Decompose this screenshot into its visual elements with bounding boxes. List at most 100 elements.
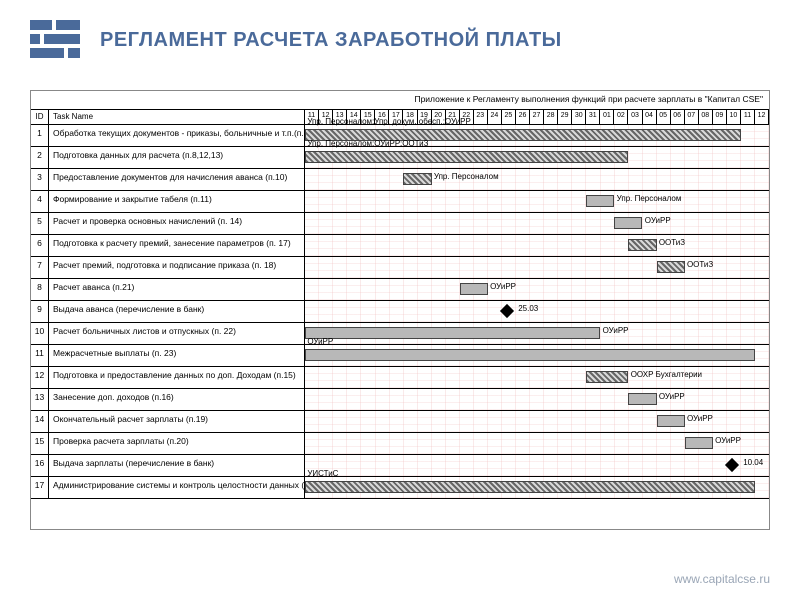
task-name: Подготовка данных для расчета (п.8,12,13…: [49, 147, 305, 168]
gantt-bar: [305, 481, 755, 493]
task-id: 1: [31, 125, 49, 146]
gantt-bar: [586, 371, 628, 383]
task-row: 10Расчет больничных листов и отпускных (…: [31, 323, 769, 345]
task-name: Подготовка к расчету премий, занесение п…: [49, 235, 305, 256]
gantt-bar: [305, 327, 600, 339]
gantt-bar: [305, 151, 628, 163]
day-header-cell: 30: [572, 110, 586, 124]
day-header-cell: 01: [600, 110, 614, 124]
gantt-bar: [460, 283, 488, 295]
task-row: 3Предоставление документов для начислени…: [31, 169, 769, 191]
task-id: 7: [31, 257, 49, 278]
task-id: 3: [31, 169, 49, 190]
gantt-chart: Приложение к Регламенту выполнения функц…: [30, 90, 770, 530]
gantt-bar: [403, 173, 431, 185]
task-timeline: ООТиЗ: [305, 257, 769, 278]
task-timeline: УИСТиС: [305, 477, 769, 498]
task-id: 14: [31, 411, 49, 432]
logo-icon: [30, 20, 80, 60]
day-header-cell: 11: [741, 110, 755, 124]
task-name: Выдача зарплаты (перечисление в банк): [49, 455, 305, 476]
bar-label: ОУиРР: [659, 392, 685, 401]
milestone-label: 25.03: [518, 304, 538, 313]
task-timeline: ОУиРР: [305, 345, 769, 366]
task-row: 14Окончательный расчет зарплаты (п.19)ОУ…: [31, 411, 769, 433]
task-id: 10: [31, 323, 49, 344]
gantt-bar: [628, 239, 656, 251]
task-id: 12: [31, 367, 49, 388]
task-name: Расчет и проверка основных начислений (п…: [49, 213, 305, 234]
task-row: 6Подготовка к расчету премий, занесение …: [31, 235, 769, 257]
bar-label: ОУиРР: [603, 326, 629, 335]
gantt-bar: [657, 261, 685, 273]
task-timeline: ОУиРР: [305, 389, 769, 410]
bar-label: Упр. Персоналом;ОУиРР;ООТиЗ: [307, 139, 428, 148]
day-header-cell: 03: [628, 110, 642, 124]
day-header-cell: 29: [558, 110, 572, 124]
task-name: Формирование и закрытие табеля (п.11): [49, 191, 305, 212]
bar-label: ОУиРР: [490, 282, 516, 291]
task-id: 5: [31, 213, 49, 234]
task-row: 11Межрасчетные выплаты (п. 23)ОУиРР: [31, 345, 769, 367]
bar-label: ОУиРР: [645, 216, 671, 225]
task-row: 16Выдача зарплаты (перечисление в банк)1…: [31, 455, 769, 477]
task-name: Обработка текущих документов - приказы, …: [49, 125, 305, 146]
day-header-cell: 06: [671, 110, 685, 124]
task-timeline: ООХР Бухгалтерии: [305, 367, 769, 388]
task-id: 2: [31, 147, 49, 168]
task-id: 17: [31, 477, 49, 498]
gantt-bar: [614, 217, 642, 229]
bar-label: Упр. Персоналом: [617, 194, 682, 203]
task-id: 6: [31, 235, 49, 256]
task-name: Расчет аванса (п.21): [49, 279, 305, 300]
task-name: Подготовка и предоставление данных по до…: [49, 367, 305, 388]
task-timeline: ОУиРР: [305, 433, 769, 454]
day-header-cell: 24: [488, 110, 502, 124]
gantt-bar: [586, 195, 614, 207]
task-row: 5Расчет и проверка основных начислений (…: [31, 213, 769, 235]
task-row: 4Формирование и закрытие табеля (п.11)Уп…: [31, 191, 769, 213]
day-header-cell: 25: [502, 110, 516, 124]
milestone-icon: [725, 458, 739, 472]
task-name: Проверка расчета зарплаты (п.20): [49, 433, 305, 454]
header: РЕГЛАМЕНТ РАСЧЕТА ЗАРАБОТНОЙ ПЛАТЫ: [0, 0, 800, 70]
bar-label: ООХР Бухгалтерии: [631, 370, 702, 379]
task-row: 2Подготовка данных для расчета (п.8,12,1…: [31, 147, 769, 169]
day-header-cell: 09: [713, 110, 727, 124]
chart-caption: Приложение к Регламенту выполнения функц…: [414, 94, 763, 104]
task-timeline: ОУиРР: [305, 323, 769, 344]
bar-label: УИСТиС: [307, 469, 338, 478]
task-name: Выдача аванса (перечисление в банк): [49, 301, 305, 322]
task-timeline: Упр. Персоналом: [305, 191, 769, 212]
bar-label: ОУиРР: [687, 414, 713, 423]
gantt-bar: [628, 393, 656, 405]
task-name: Администрирование системы и контроль цел…: [49, 477, 305, 498]
task-timeline: ОУиРР: [305, 411, 769, 432]
gantt-rows: 1Обработка текущих документов - приказы,…: [31, 125, 769, 499]
bar-label: ОУиРР: [307, 337, 333, 346]
task-timeline: ООТиЗ: [305, 235, 769, 256]
task-timeline: Упр. Персоналом: [305, 169, 769, 190]
task-name: Занесение доп. доходов (п.16): [49, 389, 305, 410]
task-timeline: Упр. Персоналом;ОУиРР;ООТиЗ: [305, 147, 769, 168]
gantt-bar: [305, 349, 755, 361]
bar-label: ООТиЗ: [687, 260, 713, 269]
task-row: 13Занесение доп. доходов (п.16)ОУиРР: [31, 389, 769, 411]
task-id: 11: [31, 345, 49, 366]
task-timeline: ОУиРР: [305, 213, 769, 234]
milestone-label: 10.04: [743, 458, 763, 467]
task-timeline: 10.04: [305, 455, 769, 476]
task-name: Расчет премий, подготовка и подписание п…: [49, 257, 305, 278]
gantt-bar: [685, 437, 713, 449]
day-header-cell: 23: [474, 110, 488, 124]
gantt-bar: [657, 415, 685, 427]
header-taskname: Task Name: [49, 110, 305, 124]
task-name: Расчет больничных листов и отпускных (п.…: [49, 323, 305, 344]
day-header-cell: 02: [614, 110, 628, 124]
task-row: 8Расчет аванса (п.21)ОУиРР: [31, 279, 769, 301]
task-row: 15Проверка расчета зарплаты (п.20)ОУиРР: [31, 433, 769, 455]
bar-label: ООТиЗ: [659, 238, 685, 247]
task-id: 9: [31, 301, 49, 322]
bar-label: Упр. Персоналом;Упр. докум. обесп.;ОУиРР: [307, 117, 471, 126]
task-name: Предоставление документов для начисления…: [49, 169, 305, 190]
